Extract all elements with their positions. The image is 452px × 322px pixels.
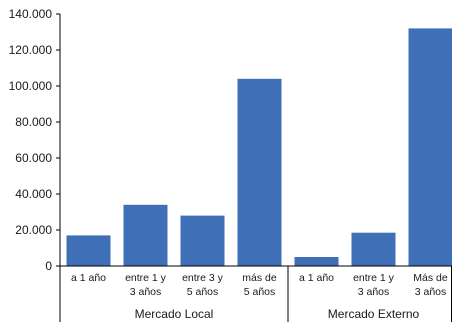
category-label: entre 1 y [125,272,167,284]
category-label: Más de [413,272,448,284]
category-label: a 1 año [71,272,106,284]
bar [237,78,282,266]
category-label: entre 3 y [182,272,224,284]
category-label: más de [242,272,277,284]
category-label: 3 años [358,286,390,298]
category-label: 5 años [244,286,276,298]
bar [180,215,225,266]
y-tick-label: 100.000 [9,79,53,93]
bars [66,28,452,267]
bar [294,257,339,266]
y-tick-label: 20.000 [15,223,52,237]
y-tick-label: 120.000 [9,43,53,57]
group-label: Mercado Externo [328,307,420,321]
bar [351,232,396,266]
bar [123,204,168,266]
category-label: 3 años [415,286,447,298]
category-label: 3 años [130,286,162,298]
category-label: a 1 año [299,272,334,284]
group-label: Mercado Local [135,307,214,321]
y-tick-label: 60.000 [15,151,52,165]
y-tick-label: 40.000 [15,187,52,201]
category-label: entre 1 y [353,272,395,284]
y-tick-label: 0 [45,259,52,273]
x-axis: a 1 año entre 1 y 3 años entre 3 y 5 años más… [59,265,452,322]
y-tick-label: 80.000 [15,115,52,129]
y-axis: 0 20.000 40.000 60.000 80.000 100.000 120.000 1… [9,7,61,273]
bar [408,28,452,267]
y-tick-label: 140.000 [9,7,53,21]
category-label: 5 años [187,286,219,298]
bar [66,235,111,266]
